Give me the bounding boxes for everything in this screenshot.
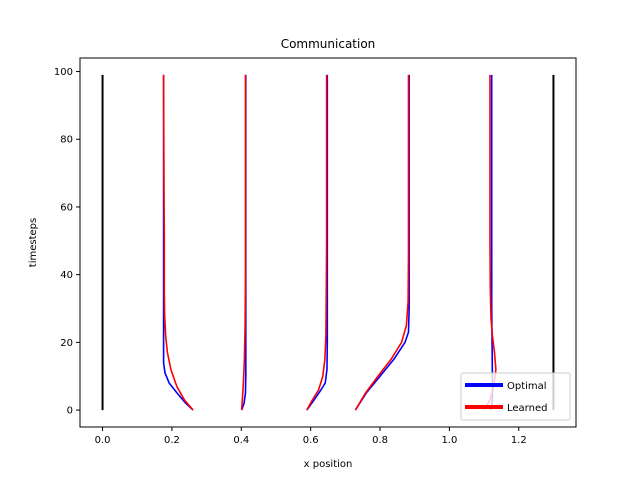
learned-trajectory-agent-3 — [306, 74, 328, 411]
legend-label-optimal: Optimal — [507, 381, 547, 392]
plot-area — [101, 74, 555, 411]
learned-trajectory-agent-2 — [240, 74, 247, 411]
chart-title: Communication — [281, 37, 376, 51]
y-tick-label: 20 — [60, 338, 73, 349]
x-tick-label: 1.0 — [441, 435, 457, 446]
learned-trajectory-agent-4 — [354, 74, 410, 411]
legend: Optimal Learned — [460, 372, 571, 421]
y-tick-label: 80 — [60, 135, 73, 146]
x-axis-label: x position — [304, 459, 353, 470]
y-tick-label: 40 — [60, 270, 73, 281]
axes-frame — [79, 57, 577, 428]
x-tick-label: 0.2 — [164, 435, 180, 446]
legend-label-learned: Learned — [507, 403, 547, 414]
x-tick-label: 0.8 — [372, 435, 388, 446]
x-tick-label: 0.0 — [95, 435, 111, 446]
x-tick-label: 1.2 — [511, 435, 527, 446]
y-tick-label: 60 — [60, 202, 73, 213]
y-axis-label: timesteps — [28, 218, 39, 267]
learned-trajectory-agent-1 — [162, 74, 194, 411]
y-tick-label: 0 — [67, 406, 73, 417]
x-tick-label: 0.6 — [303, 435, 319, 446]
x-axis: 0.0 0.2 0.4 0.6 0.8 1.0 1.2 — [95, 427, 527, 446]
x-tick-label: 0.4 — [233, 435, 249, 446]
y-axis: 0 20 40 60 80 100 — [54, 67, 80, 417]
y-tick-label: 100 — [54, 67, 73, 78]
